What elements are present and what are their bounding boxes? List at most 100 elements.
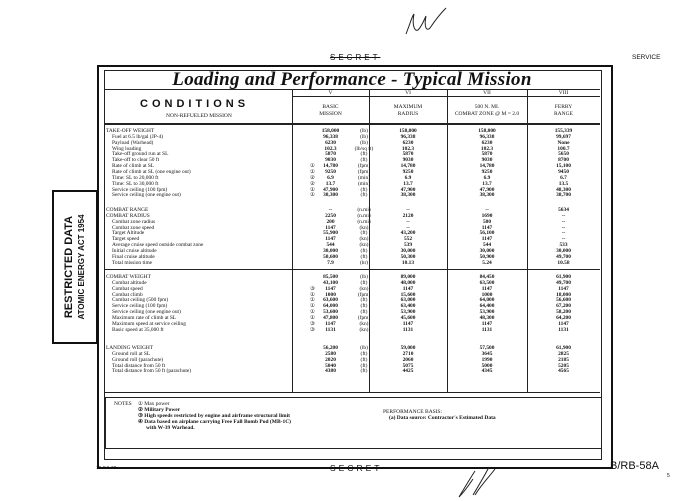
row-value: 63,400 — [400, 303, 416, 310]
row-note-marker: ③ — [310, 320, 315, 327]
row-value: 7.9 — [327, 259, 334, 266]
table-row: Service ceiling (100 fpm) ① (ft) 47,900 47… — [106, 186, 600, 194]
row-unit: (lb) — [360, 345, 368, 351]
row-unit: (kn) — [359, 236, 369, 243]
row-note-marker: ① — [310, 291, 315, 298]
row-value: 5.24 — [482, 259, 492, 266]
row-value: 5040 — [325, 362, 336, 369]
row-label: Combat altitude — [112, 279, 147, 286]
note-item: ① Max power — [138, 401, 170, 407]
row-value: 48,300 — [556, 186, 571, 193]
row-value: 30,000 — [400, 247, 416, 254]
row-label: Initial cruise altitude — [112, 247, 157, 254]
row-label: Basic speed at 35,000 ft — [112, 326, 164, 333]
row-label: Ground roll (parachute) — [112, 356, 164, 363]
row-unit: (fpm) — [357, 163, 371, 170]
row-value: 43,200 — [400, 230, 416, 237]
row-unit: (fpm) — [357, 314, 371, 321]
row-value: 2250 — [325, 212, 336, 219]
table-row: Service ceiling (100 fpm) ① (ft) 64,000 63… — [106, 303, 600, 310]
table-row: Combat altitude (ft) 43,100 48,000 63,500 49… — [106, 279, 600, 287]
row-value: 38,300 — [323, 192, 338, 199]
page-title: Loading and Performance - Typical Missio… — [172, 69, 532, 90]
table-row: Payload (Warhead) (lb) 6230 6230 6230 None — [106, 139, 600, 147]
row-value: 49,700 — [556, 279, 571, 286]
row-unit: (min) — [358, 180, 370, 187]
row-value: 45,600 — [400, 314, 416, 321]
row-value: 13.7 — [403, 180, 413, 187]
row-value: 9250 — [481, 168, 493, 175]
row-label: Service ceiling (100 fpm) — [112, 303, 168, 310]
row-value: 4380 — [325, 368, 336, 375]
page-number: 5 — [667, 473, 670, 479]
table-row: Ground roll (parachute) (ft) 2020 2060 1990… — [106, 356, 600, 364]
column-title-line1: 500 N. MI. — [474, 104, 500, 110]
row-unit: (lb) — [360, 133, 368, 140]
row-value: 552 — [403, 236, 413, 243]
table-row: Combat climb ① (fpm) 1000 15,600 1000 18,000 — [106, 291, 600, 299]
row-value: 64,000 — [479, 297, 495, 304]
table-row: Service ceiling (one engine out) ① (ft) 5… — [106, 309, 600, 316]
row-value: 158,000 — [478, 128, 496, 134]
row-label: Maximum speed at service ceiling — [112, 320, 186, 327]
table-row: Fuel at 6.5 lb/gal (JP-4) (lb) 96,338 96,3… — [106, 133, 600, 141]
conditions-heading: CONDITIONS — [140, 98, 250, 110]
row-note-marker: ① — [310, 168, 315, 175]
row-value: 1147 — [481, 236, 493, 243]
row-value: 56,100 — [479, 230, 495, 237]
row-value: 53,600 — [323, 309, 338, 316]
row-label: Target Altitude — [112, 230, 145, 237]
row-value: 9450 — [558, 168, 569, 175]
row-note-marker: ③ — [310, 285, 315, 292]
row-unit: (ft) — [360, 279, 368, 286]
row-value: 61,900 — [556, 274, 571, 280]
row-value: 155,339 — [554, 128, 573, 134]
row-value: 158,000 — [399, 128, 417, 134]
row-value: 30,000 — [556, 247, 571, 254]
row-value: 1147 — [481, 320, 493, 327]
row-value: 5870 — [481, 151, 493, 158]
row-unit: (lb) — [360, 139, 368, 146]
row-value: 96,338 — [323, 133, 338, 140]
row-value: 544 — [482, 242, 492, 249]
row-value: 1147 — [325, 320, 336, 327]
row-value: -- — [561, 212, 566, 219]
row-label: Average cruise speed outside combat zone — [112, 242, 204, 249]
row-label: Combat speed — [112, 285, 143, 292]
table-row: Take-off to clear 50 ft (ft) 9030 9030 9030… — [106, 157, 600, 164]
row-value: 1147 — [402, 285, 414, 292]
row-value: 14,780 — [400, 163, 416, 170]
row-label: Rate of climb at SL — [112, 163, 155, 170]
row-value: 6.9 — [483, 174, 491, 181]
row-note-marker: ① — [310, 192, 315, 199]
row-value: -- — [561, 236, 566, 243]
row-value: 47,900 — [479, 186, 495, 193]
row-value: 38,300 — [400, 192, 416, 199]
row-value: 63,500 — [479, 279, 495, 286]
row-value: 50,300 — [400, 253, 416, 260]
row-value: 15,600 — [400, 291, 416, 298]
row-value: 1147 — [481, 224, 493, 231]
row-value: 4425 — [402, 368, 414, 375]
table-row: Combat ceiling (500 fpm) ① (ft) 63,600 63,… — [106, 297, 600, 304]
row-value: 56,600 — [556, 297, 571, 304]
column-numeral: V — [328, 90, 333, 96]
row-value: 85,500 — [323, 274, 338, 280]
row-value: 1000 — [325, 291, 336, 298]
row-value: 64,400 — [479, 303, 495, 310]
row-value: 1131 — [325, 326, 336, 333]
row-value: -- — [406, 224, 410, 231]
row-value: 1131 — [481, 326, 493, 333]
row-value: 53,900 — [479, 309, 495, 316]
row-value: 47,900 — [400, 186, 416, 193]
row-value: 100.7 — [557, 145, 570, 152]
column-title-line2: RADIUS — [397, 111, 419, 117]
row-unit: (ft) — [360, 186, 368, 193]
row-value: 64,200 — [556, 314, 571, 321]
row-value: -- — [406, 207, 410, 213]
row-value: 4565 — [558, 368, 569, 375]
row-label: Wing loading — [112, 145, 142, 152]
row-label: Final cruise altitude — [112, 253, 155, 260]
row-value: 1147 — [325, 236, 336, 243]
row-value: 2580 — [325, 350, 336, 357]
